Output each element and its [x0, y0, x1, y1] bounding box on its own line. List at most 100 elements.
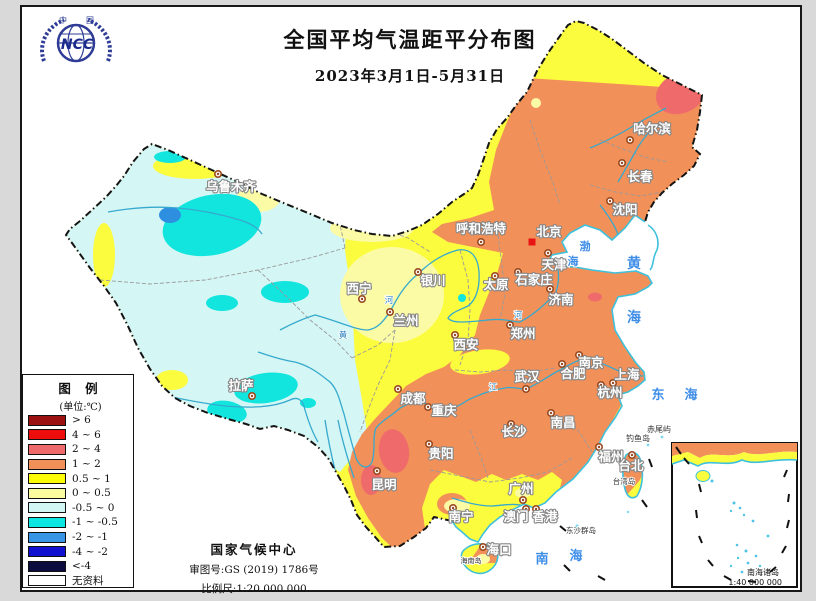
legend-swatch: [28, 429, 66, 441]
city-label: 天津: [541, 257, 567, 272]
city-marker-dot: [611, 381, 615, 385]
legend-swatch: [28, 473, 66, 485]
legend-swatch: [28, 531, 66, 543]
legend-swatch: [28, 443, 66, 455]
logo-wreath-left: [40, 18, 65, 62]
legend-item: 无资料: [28, 574, 133, 589]
sea-label: 海: [684, 387, 697, 403]
legend-label: -1 ~ -0.5: [72, 516, 118, 529]
legend-item: 0 ~ 0.5: [28, 486, 133, 501]
city-marker-dot: [548, 287, 552, 291]
legend-label: <-4: [72, 560, 92, 573]
city-marker-dot: [534, 507, 538, 511]
city-marker-dot: [524, 387, 528, 391]
inset-islands: [710, 479, 770, 574]
legend-swatch: [28, 487, 66, 499]
river-label: 河: [385, 295, 394, 306]
legend-label: -2 ~ -1: [72, 531, 108, 544]
city-marker-dot: [426, 405, 430, 409]
city-label: 昆明: [371, 477, 396, 492]
city-label: 澳门: [503, 509, 528, 524]
legend-item: -1 ~ -0.5: [28, 515, 133, 530]
city-label: 贵阳: [428, 446, 453, 461]
city-label: 拉萨: [228, 378, 254, 393]
island-label: 台湾岛: [613, 476, 636, 486]
legend-label: 0 ~ 0.5: [72, 487, 111, 500]
city-marker-dot: [216, 172, 220, 176]
city-marker-dot: [360, 297, 364, 301]
legend-label: -0.5 ~ 0: [72, 501, 115, 514]
legend-item: -0.5 ~ 0: [28, 501, 133, 516]
national-border: [64, 19, 704, 549]
south-china-sea-inset: 南海诸岛 1:40 000 000: [671, 442, 798, 588]
legend-label: 2 ~ 4: [72, 443, 101, 456]
city-label: 长沙: [501, 424, 527, 439]
legend-swatch: [28, 516, 66, 528]
city-marker-dot: [546, 251, 550, 255]
legend-swatch: [28, 458, 66, 470]
city-marker-dot: [396, 387, 400, 391]
sea-label: 海: [568, 254, 579, 268]
city-marker-dot: [493, 274, 497, 278]
city-label: 上海: [614, 367, 640, 382]
legend-swatch: [28, 502, 66, 514]
city-marker-dot: [597, 445, 601, 449]
island-label: 海南岛: [461, 556, 482, 565]
city-marker-dot: [599, 383, 603, 387]
legend-label: 4 ~ 6: [72, 428, 101, 441]
city-label: 香港: [531, 509, 558, 524]
city-label: 郑州: [510, 326, 535, 341]
city-label: 南宁: [448, 509, 473, 524]
legend-title: 图 例: [58, 381, 103, 396]
city-label: 重庆: [431, 403, 457, 418]
sea-label: 海: [569, 548, 582, 564]
city-label: 乌鲁木齐: [206, 179, 257, 194]
legend-swatch: [28, 560, 66, 572]
city-label: 海口: [486, 542, 511, 557]
map-subtitle: 2023年3月1日-5月31日: [314, 67, 506, 85]
city-marker-dot: [479, 240, 483, 244]
credits-scale: 比例尺:1:20 000 000: [201, 583, 307, 595]
city-label: 石家庄: [514, 272, 553, 287]
city-marker-dot: [508, 323, 512, 327]
city-label: 广州: [508, 481, 533, 496]
legend-item: 2 ~ 4: [28, 442, 133, 457]
city-marker-dot: [560, 362, 564, 366]
city-marker-dot: [427, 442, 431, 446]
city-label: 西安: [453, 337, 478, 352]
title-block: 全国平均气温距平分布图 2023年3月1日-5月31日: [20, 24, 800, 86]
city-label: 武汉: [514, 369, 540, 384]
city-label: 西宁: [346, 281, 371, 296]
city-label: 沈阳: [612, 202, 637, 217]
city-marker-dot: [521, 498, 525, 502]
legend-label: 1 ~ 2: [72, 458, 101, 471]
city-marker-dot: [388, 310, 392, 314]
legend-swatch: [28, 414, 66, 426]
rivers: [107, 107, 667, 507]
city-label: 合肥: [560, 366, 586, 381]
legend-item: -2 ~ -1: [28, 530, 133, 545]
river-labels: 河黄 河江: [338, 294, 524, 394]
city-marker-dot: [451, 506, 455, 510]
nine-dash-line: [559, 458, 653, 581]
legend-label: > 6: [72, 414, 91, 427]
legend-unit: (单位:℃): [59, 402, 102, 413]
city-marker-dot: [375, 469, 379, 473]
sea-label: 东: [651, 387, 664, 403]
sea-label: 海: [627, 309, 641, 326]
ncc-logo: 中 国 NCC: [40, 15, 112, 63]
city-marker-dot: [453, 333, 457, 337]
river-label: 江: [489, 383, 498, 393]
legend-label: 0.5 ~ 1: [72, 472, 111, 485]
logo-wreath-right: [87, 18, 112, 62]
map-title: 全国平均气温距平分布图: [283, 27, 537, 52]
river-label: 黄: [339, 330, 348, 341]
legend-item: 0.5 ~ 1: [28, 471, 133, 486]
logo-country-right: 国: [86, 16, 94, 25]
legend-swatch: [28, 575, 66, 587]
city-marker-dot: [516, 270, 520, 274]
